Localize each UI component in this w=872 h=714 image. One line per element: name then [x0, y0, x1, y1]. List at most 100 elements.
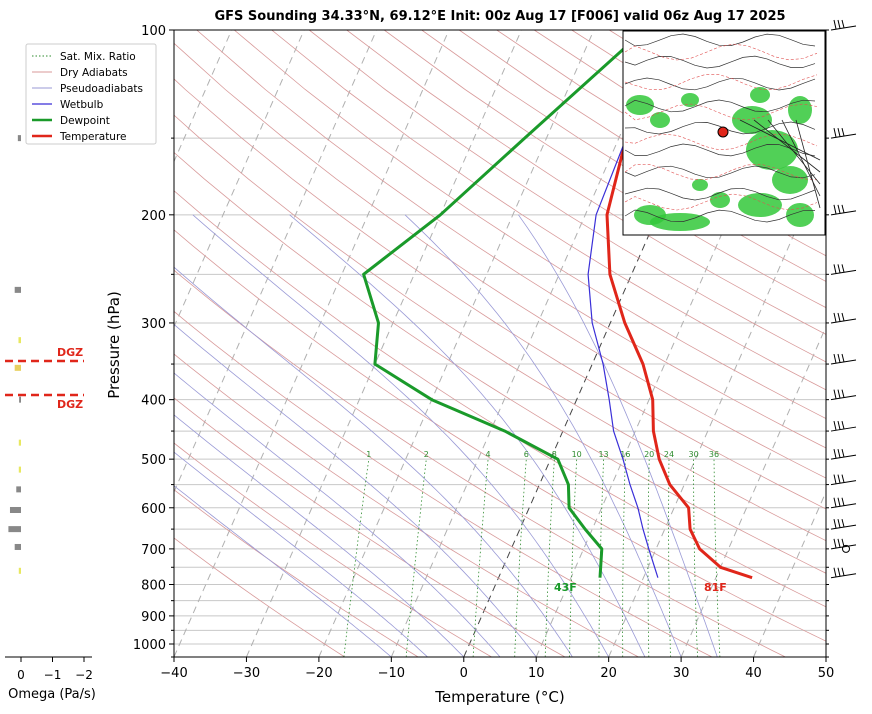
map-contour	[624, 187, 816, 201]
y-axis-label: Pressure (hPa)	[105, 291, 123, 399]
omega-ticks: 0 −1 −2	[17, 657, 93, 682]
wind-barb-flag	[841, 497, 845, 506]
wind-barb-staff	[830, 133, 857, 139]
mixing-ratio-label: 36	[709, 450, 719, 459]
legend-label: Wetbulb	[60, 99, 104, 111]
y-tick-label: 600	[141, 502, 166, 517]
omega-bar	[14, 286, 21, 293]
wind-barb-flag	[833, 449, 837, 459]
dry-adiabat-line	[174, 42, 826, 479]
wind-barb-flag	[841, 449, 845, 458]
dry-adiabat-line	[308, 30, 826, 363]
dry-adiabat-line	[233, 30, 826, 419]
x-tick-label: −20	[305, 666, 332, 681]
precip-area	[732, 106, 772, 134]
wind-barb-flag	[833, 567, 837, 577]
background-lines	[174, 30, 826, 657]
isotherm-line	[174, 30, 450, 657]
wind-barb-staff	[830, 426, 857, 432]
omega-bar	[17, 135, 21, 142]
omega-bar	[19, 396, 21, 403]
mixing-ratio-line	[514, 459, 527, 657]
dry-adiabat-line	[174, 114, 826, 542]
dry-adiabat-line	[174, 353, 639, 657]
isotherm-line	[174, 30, 378, 494]
wind-barb-flag	[841, 353, 845, 362]
legend-label: Dry Adiabats	[60, 67, 128, 79]
mixing-ratio-label: 6	[524, 450, 529, 459]
mixing-ratio-line	[405, 459, 427, 657]
wind-barb-flag	[841, 420, 845, 429]
precip-area	[681, 93, 699, 107]
isotherm-line	[608, 160, 826, 657]
omega-bar	[14, 364, 21, 371]
map-contour-dense	[795, 119, 821, 209]
wind-barb-flag	[833, 204, 837, 214]
wind-barb-flag	[837, 474, 841, 484]
precip-area	[786, 203, 814, 227]
inset-map-content	[624, 33, 821, 231]
wind-barb-staff	[830, 454, 857, 460]
wind-barb-flag	[833, 389, 837, 399]
wind-barb-staff	[830, 503, 857, 509]
precip-area	[746, 130, 798, 170]
wind-barb-flag	[837, 128, 841, 137]
map-temp-contour	[624, 133, 818, 151]
precip-area	[772, 166, 808, 194]
profile-temperature	[605, 30, 753, 580]
omega-bar	[18, 439, 21, 446]
omega-axis-label: Omega (Pa/s)	[8, 687, 96, 702]
omega-bar	[9, 506, 21, 513]
dry-adiabat-line	[174, 151, 826, 574]
omega-bars	[8, 135, 21, 574]
pseudoadiabat-line	[174, 414, 465, 657]
x-tick-label: 50	[818, 666, 835, 681]
pseudoadiabat-line	[174, 323, 537, 657]
wind-barb-flag	[837, 312, 841, 322]
map-contour	[624, 143, 816, 157]
map-temp-contour	[624, 74, 818, 90]
mixing-ratio-line	[343, 459, 370, 657]
dry-adiabat-line	[174, 269, 786, 657]
legend-items: Sat. Mix. Ratio Dry Adiabats Pseudoadiabat…	[32, 51, 143, 143]
precip-area	[692, 179, 708, 191]
map-contour-dense	[767, 119, 821, 185]
legend-label: Temperature	[59, 131, 127, 143]
dry-adiabat-line	[174, 78, 826, 510]
mixing-ratio-label: 4	[486, 450, 491, 459]
map-contour	[624, 55, 816, 69]
location-marker	[717, 126, 729, 138]
mixing-ratio-label: 20	[644, 450, 654, 459]
wind-barb-flag	[837, 497, 841, 507]
map-contour	[624, 165, 816, 179]
omega-bar	[18, 567, 21, 574]
wind-barb-flag	[837, 389, 841, 399]
wind-barb-flag	[833, 19, 837, 30]
x-axis-ticks: −40 −30 −20 −10 0 10 20 30 40 50	[160, 657, 834, 681]
legend: Sat. Mix. Ratio Dry Adiabats Pseudoadiabat…	[25, 43, 157, 145]
mixing-ratio-line	[622, 459, 626, 657]
omega-tick-label: 0	[17, 668, 25, 682]
calm-wind-marker	[842, 544, 850, 553]
wind-barb-flag	[837, 204, 841, 214]
mixing-ratio-label: 8	[552, 450, 557, 459]
wind-barb-staff	[830, 359, 857, 365]
wind-barb-flag	[841, 264, 845, 273]
profile-wetbulb	[587, 137, 659, 578]
mixing-ratio-line	[647, 459, 650, 657]
wind-barb-flag	[841, 567, 845, 576]
x-tick-label: 0	[460, 666, 468, 681]
wind-barb-flag	[833, 128, 837, 138]
dry-adiabat-line	[174, 310, 713, 657]
mixing-ratio-line	[713, 459, 721, 657]
surface-dew-label: 43F	[554, 581, 577, 594]
y-tick-label: 900	[141, 610, 166, 625]
wind-barb-flag	[833, 519, 837, 529]
y-axis-ticks: 100 200 300 400 500 600 700 800 900 1000	[133, 24, 829, 658]
dry-adiabat-line	[196, 30, 826, 449]
isotherm-line	[753, 490, 826, 657]
mixing-ratio-line	[693, 459, 698, 657]
y-tick-label: 300	[141, 317, 166, 332]
dry-adiabat-line	[346, 30, 826, 335]
omega-bar	[16, 486, 21, 493]
